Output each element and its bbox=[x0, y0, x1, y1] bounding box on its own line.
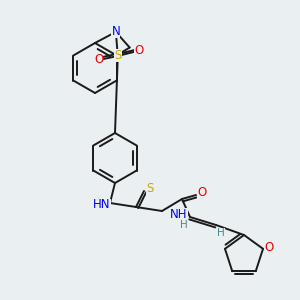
Text: N: N bbox=[112, 26, 120, 38]
Text: H: H bbox=[180, 220, 188, 230]
Text: NH: NH bbox=[170, 208, 188, 220]
Text: O: O bbox=[134, 44, 143, 57]
Text: O: O bbox=[197, 187, 207, 200]
Text: S: S bbox=[146, 182, 154, 196]
Text: O: O bbox=[264, 241, 274, 254]
Text: H: H bbox=[217, 228, 225, 238]
Text: O: O bbox=[94, 53, 104, 66]
Text: S: S bbox=[114, 50, 122, 62]
Text: HN: HN bbox=[93, 199, 111, 212]
